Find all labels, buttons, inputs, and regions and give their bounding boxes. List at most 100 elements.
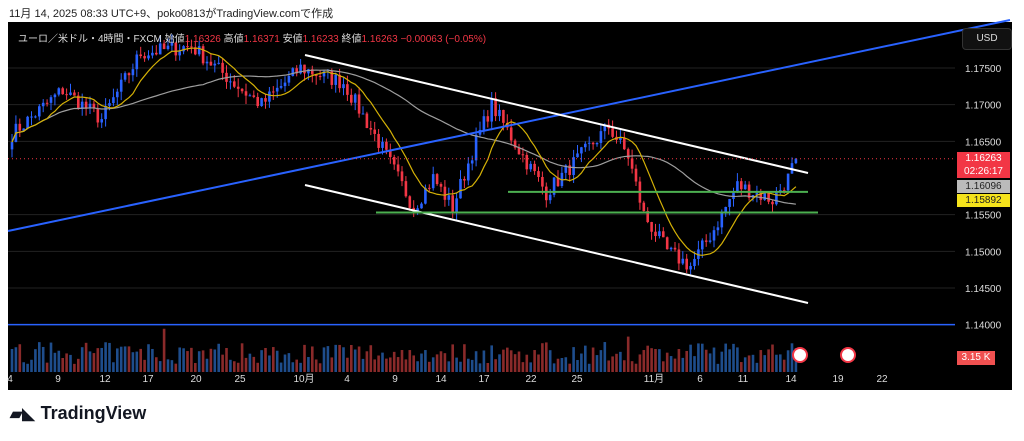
- open-value: 1.16326: [184, 34, 221, 45]
- volume-bar: [100, 347, 103, 372]
- candle-body: [455, 198, 458, 212]
- volume-bar: [474, 351, 478, 372]
- candle-body: [65, 94, 68, 96]
- candle-body: [681, 258, 685, 264]
- volume-bar: [580, 353, 583, 372]
- candle-body: [268, 91, 271, 102]
- volume-bar: [697, 343, 700, 372]
- volume-bar: [240, 343, 244, 372]
- candle-body: [529, 163, 532, 170]
- candle-body: [201, 46, 205, 64]
- volume-bar: [365, 351, 369, 372]
- volume-bar: [771, 344, 774, 372]
- volume-bar: [498, 354, 501, 372]
- volume-bar: [84, 342, 88, 372]
- symbol-label[interactable]: ユーロ／米ドル・4時間・FXCM: [18, 34, 162, 45]
- brand-name: TradingView: [40, 403, 147, 423]
- candle-body: [763, 193, 766, 200]
- candle-body: [295, 68, 298, 74]
- x-tick-label: 22: [525, 374, 537, 385]
- candle-body: [291, 68, 295, 76]
- x-tick-label: 9: [392, 374, 398, 385]
- volume-bar: [720, 351, 724, 372]
- volume-bar: [740, 362, 743, 372]
- candle-body: [712, 230, 716, 241]
- candle-body: [381, 141, 384, 148]
- candle-body: [205, 61, 209, 64]
- candle-body: [771, 201, 774, 205]
- candle-body: [322, 71, 326, 77]
- volume-bar: [724, 343, 727, 372]
- candle-body: [264, 98, 267, 102]
- volume-bar: [467, 358, 470, 372]
- candle-body: [182, 46, 185, 52]
- x-tick-label: 4: [344, 374, 350, 385]
- candle-body: [162, 43, 166, 50]
- volume-bar: [439, 351, 443, 372]
- volume-bar: [53, 352, 57, 372]
- volume-bar: [642, 350, 646, 372]
- volume-bar: [463, 344, 466, 372]
- candle-body: [646, 211, 649, 223]
- candle-body: [404, 181, 408, 197]
- candle-body: [389, 149, 392, 158]
- chart-panel[interactable]: [8, 22, 1012, 390]
- volume-bar: [396, 357, 400, 372]
- volume-bar: [209, 348, 213, 372]
- currency-button[interactable]: USD: [962, 28, 1012, 50]
- tradingview-logo[interactable]: ▰◣ TradingView: [10, 403, 146, 424]
- candle-body: [73, 92, 76, 96]
- volume-bar: [14, 347, 18, 372]
- candle-body: [385, 141, 388, 150]
- volume-bar: [759, 350, 763, 372]
- tv-logo-icon: ▰◣: [10, 405, 35, 423]
- candle-body: [658, 231, 661, 237]
- x-tick-label: 25: [571, 374, 583, 385]
- y-tick-label: 1.14500: [965, 284, 1002, 295]
- candle-body: [186, 46, 189, 48]
- candle-body: [38, 106, 41, 117]
- candle-body: [400, 171, 404, 182]
- x-tick-label: 20: [190, 374, 202, 385]
- candle-body: [513, 140, 517, 148]
- candle-body: [498, 109, 501, 117]
- volume-bar: [197, 351, 201, 372]
- volume-bar: [669, 356, 673, 372]
- volume-bar: [61, 358, 64, 372]
- volume-bar: [701, 343, 704, 372]
- candle-body: [650, 222, 653, 232]
- volume-bar: [755, 362, 759, 372]
- volume-bar: [357, 346, 361, 372]
- candle-body: [541, 176, 544, 187]
- candle-body: [287, 75, 291, 83]
- candle-body: [392, 157, 396, 165]
- channel-upper-line: [304, 54, 809, 174]
- volume-bar: [299, 362, 302, 372]
- candle-body: [662, 231, 665, 238]
- candle-body: [708, 240, 712, 242]
- volume-bar: [41, 346, 45, 372]
- candle-body: [794, 158, 798, 164]
- candle-body: [443, 186, 447, 200]
- volume-bar: [611, 356, 614, 372]
- volume-bar: [377, 355, 380, 372]
- volume-bar: [786, 350, 790, 372]
- volume-bar: [428, 361, 431, 372]
- candle-body: [556, 177, 560, 187]
- candle-body: [34, 116, 37, 118]
- volume-bar: [166, 359, 170, 372]
- volume-bar: [420, 353, 423, 372]
- candle-body: [732, 192, 735, 200]
- x-tick-label: 11: [738, 374, 749, 385]
- candle-body: [494, 98, 497, 117]
- volume-bar: [143, 359, 146, 372]
- volume-bar: [291, 362, 295, 372]
- candle-body: [677, 249, 681, 264]
- candle-body: [57, 88, 61, 95]
- volume-bar: [548, 350, 552, 372]
- volume-bar: [790, 343, 794, 372]
- volume-bar: [728, 349, 731, 372]
- volume-bar: [431, 357, 435, 372]
- x-tick-label: 14: [785, 374, 797, 385]
